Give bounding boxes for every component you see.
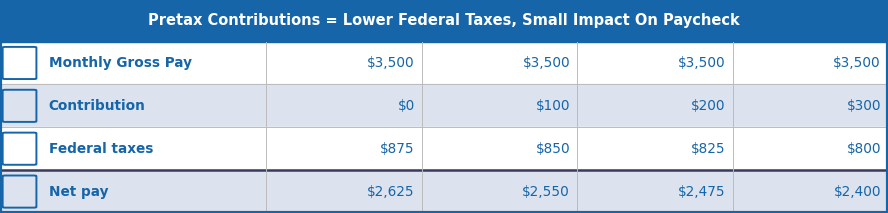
Text: $200: $200 [691,99,725,113]
Text: $100: $100 [535,99,570,113]
Text: $800: $800 [846,142,881,156]
Text: $875: $875 [380,142,415,156]
Bar [0,42,888,84]
Text: Federal taxes: Federal taxes [49,142,154,156]
Text: $3,500: $3,500 [367,56,415,70]
Text: $850: $850 [535,142,570,156]
Text: $2,400: $2,400 [834,185,881,199]
FancyBboxPatch shape [3,47,36,79]
Text: Monthly Gross Pay: Monthly Gross Pay [49,56,192,70]
Text: Contribution: Contribution [49,99,146,113]
FancyBboxPatch shape [3,133,36,165]
Text: Net pay: Net pay [49,185,108,199]
Text: $3,500: $3,500 [678,56,725,70]
Text: $2,550: $2,550 [522,185,570,199]
Bar [0,0,888,42]
Text: $2,625: $2,625 [367,185,415,199]
Text: $0: $0 [398,99,415,113]
Text: $3,500: $3,500 [833,56,881,70]
Text: $2,475: $2,475 [678,185,725,199]
Text: Pretax Contributions = Lower Federal Taxes, Small Impact On Paycheck: Pretax Contributions = Lower Federal Tax… [148,13,740,28]
Text: $300: $300 [846,99,881,113]
Bar [0,127,888,170]
Text: $825: $825 [691,142,725,156]
Bar [0,170,888,213]
Bar [0,84,888,127]
FancyBboxPatch shape [3,176,36,208]
FancyBboxPatch shape [3,90,36,122]
Text: $3,500: $3,500 [522,56,570,70]
